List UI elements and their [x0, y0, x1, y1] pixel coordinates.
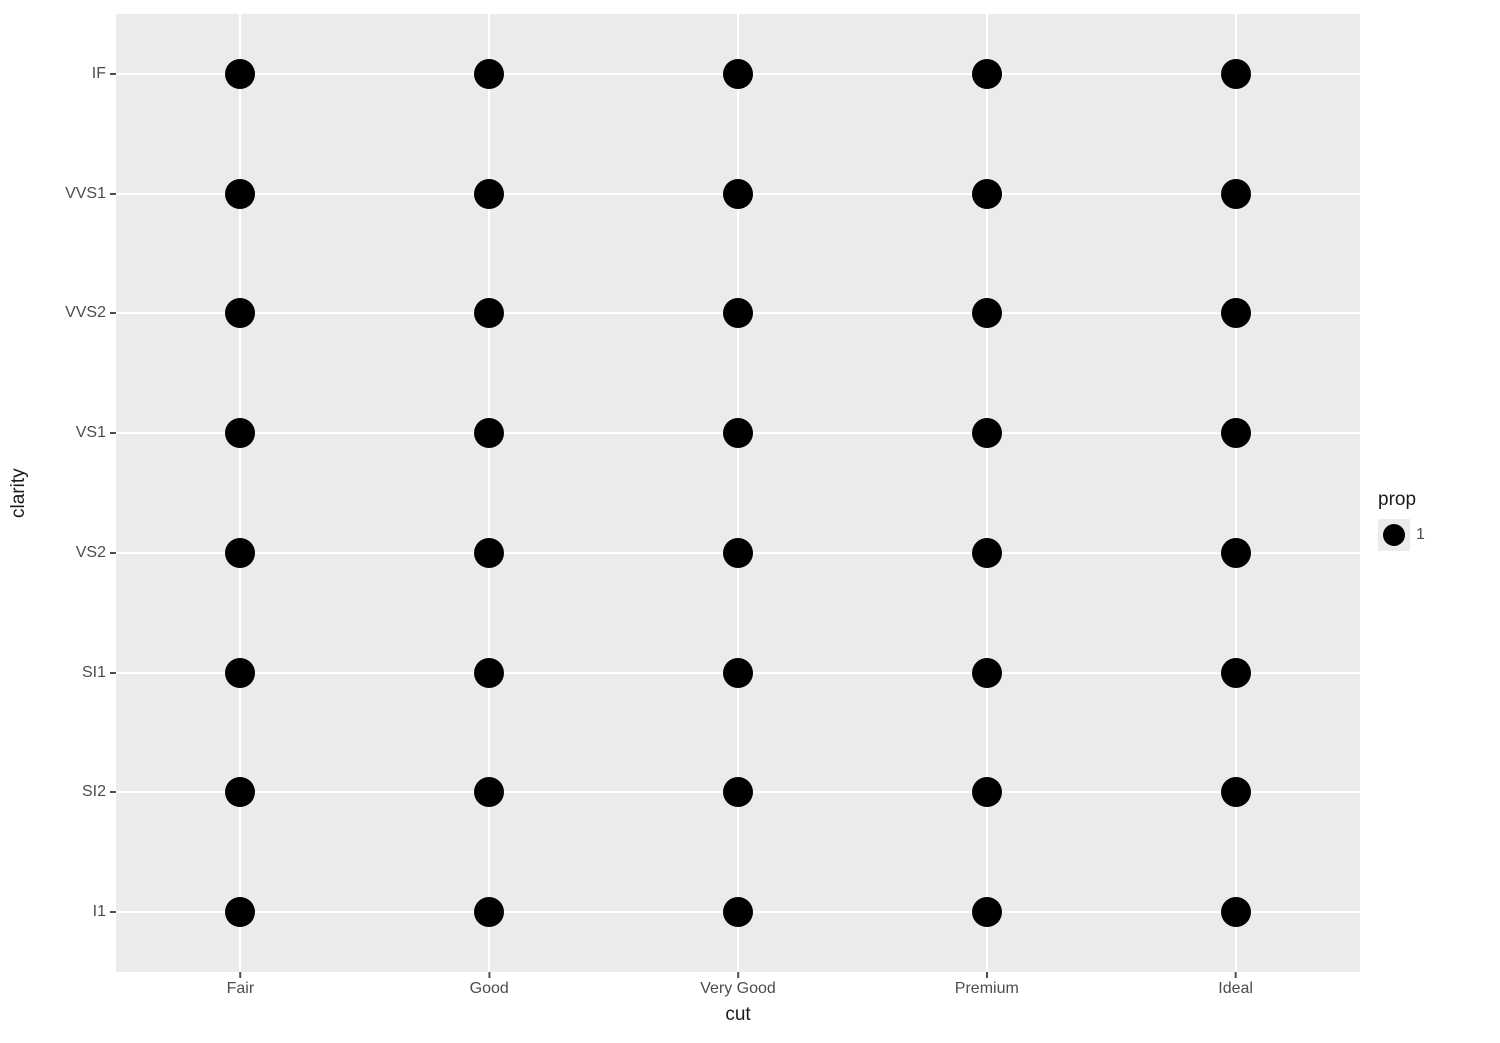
- x-tick-mark: [488, 972, 490, 978]
- data-point: [474, 658, 504, 688]
- data-point: [474, 897, 504, 927]
- plot-panel: [116, 14, 1360, 972]
- data-point: [972, 298, 1002, 328]
- y-tick-text: IF: [92, 65, 106, 83]
- x-tick-text: Premium: [955, 980, 1019, 997]
- x-tick-mark: [737, 972, 739, 978]
- gridline-vertical: [239, 14, 241, 972]
- data-point: [474, 179, 504, 209]
- legend-item: 1: [1378, 519, 1425, 551]
- y-tick-label: SI1: [82, 664, 116, 682]
- legend: prop 1: [1378, 489, 1425, 551]
- gridline-vertical: [986, 14, 988, 972]
- plot-row: clarity IF VVS1 VVS2 VS1 VS2 SI1 SI2 I1: [8, 14, 1360, 972]
- data-point: [225, 897, 255, 927]
- data-point: [723, 418, 753, 448]
- data-point: [1221, 418, 1251, 448]
- x-tick-text: Fair: [227, 980, 255, 997]
- y-tick-labels: IF VVS1 VVS2 VS1 VS2 SI1 SI2 I1: [36, 14, 116, 972]
- y-tick-text: SI2: [82, 783, 106, 801]
- data-point: [972, 658, 1002, 688]
- data-point: [474, 418, 504, 448]
- data-point: [1221, 59, 1251, 89]
- legend-item-label: 1: [1416, 526, 1425, 544]
- data-point: [225, 298, 255, 328]
- gridline-vertical: [1235, 14, 1237, 972]
- y-axis-title: clarity: [8, 14, 30, 972]
- x-tick-text: Ideal: [1218, 980, 1253, 997]
- x-tick-label: Premium: [955, 972, 1019, 998]
- x-tick-text: Good: [470, 980, 509, 997]
- data-point: [1221, 897, 1251, 927]
- y-tick-label: VS1: [76, 424, 116, 442]
- x-tick-label: Good: [470, 972, 509, 998]
- data-point: [972, 897, 1002, 927]
- data-point: [972, 59, 1002, 89]
- gridline-vertical: [488, 14, 490, 972]
- data-point: [723, 298, 753, 328]
- data-point: [972, 777, 1002, 807]
- x-tick-text: Very Good: [700, 980, 776, 997]
- data-point: [474, 538, 504, 568]
- x-tick-mark: [1235, 972, 1237, 978]
- data-point: [1221, 298, 1251, 328]
- data-point: [1221, 179, 1251, 209]
- x-tick-label: Ideal: [1218, 972, 1253, 998]
- data-point: [474, 298, 504, 328]
- data-point: [225, 179, 255, 209]
- data-point: [723, 777, 753, 807]
- legend-key: [1378, 519, 1410, 551]
- y-tick-text: VS1: [76, 424, 106, 442]
- data-point: [474, 777, 504, 807]
- y-tick-label: I1: [93, 903, 116, 921]
- chart-container: clarity IF VVS1 VVS2 VS1 VS2 SI1 SI2 I1 Fair Goo…: [8, 14, 1425, 1026]
- data-point: [225, 59, 255, 89]
- data-point: [972, 179, 1002, 209]
- y-tick-label: SI2: [82, 783, 116, 801]
- y-tick-label: VVS2: [65, 304, 116, 322]
- y-tick-text: VS2: [76, 544, 106, 562]
- data-point: [723, 179, 753, 209]
- data-point: [1221, 777, 1251, 807]
- data-point: [474, 59, 504, 89]
- x-tick-labels: Fair Good Very Good Premium Ideal: [116, 972, 1360, 1000]
- plot-wrapper: clarity IF VVS1 VVS2 VS1 VS2 SI1 SI2 I1 Fair Goo…: [8, 14, 1360, 1026]
- data-point: [225, 777, 255, 807]
- y-tick-text: I1: [93, 903, 106, 921]
- y-tick-text: SI1: [82, 664, 106, 682]
- data-point: [723, 658, 753, 688]
- x-axis-title: cut: [116, 1004, 1360, 1026]
- data-point: [225, 538, 255, 568]
- y-tick-label: VS2: [76, 544, 116, 562]
- data-point: [225, 418, 255, 448]
- gridline-vertical: [737, 14, 739, 972]
- x-tick-mark: [986, 972, 988, 978]
- data-point: [972, 538, 1002, 568]
- y-tick-text: VVS2: [65, 304, 106, 322]
- data-point: [723, 538, 753, 568]
- x-tick-mark: [239, 972, 241, 978]
- x-tick-label: Fair: [227, 972, 255, 998]
- data-point: [723, 59, 753, 89]
- data-point: [972, 418, 1002, 448]
- legend-point-icon: [1383, 524, 1405, 546]
- data-point: [1221, 538, 1251, 568]
- x-tick-label: Very Good: [700, 972, 776, 998]
- data-point: [723, 897, 753, 927]
- y-tick-label: VVS1: [65, 185, 116, 203]
- y-tick-label: IF: [92, 65, 116, 83]
- data-point: [1221, 658, 1251, 688]
- data-point: [225, 658, 255, 688]
- y-tick-text: VVS1: [65, 185, 106, 203]
- legend-title: prop: [1378, 489, 1425, 511]
